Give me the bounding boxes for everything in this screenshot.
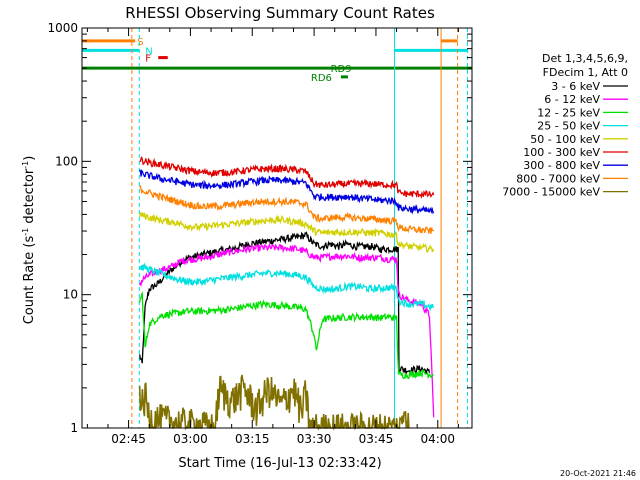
y-label-part2: detector	[22, 168, 37, 228]
legend-header-line2: FDecim 1, Att 0	[543, 66, 628, 79]
x-tick-label: 04:00	[420, 432, 455, 446]
legend-entry-label: 100 - 300 keV	[523, 146, 600, 159]
state-bar-label: S	[137, 37, 143, 48]
vertical-markers	[131, 28, 468, 428]
series-line	[139, 242, 435, 418]
legend-header-line1: Det 1,3,4,5,6,9,	[542, 52, 628, 65]
state-bar-label: RD6	[311, 73, 332, 84]
series-line	[138, 374, 410, 431]
series-line	[139, 212, 435, 253]
legend: Det 1,3,4,5,6,9, FDecim 1, Att 0 3 - 6 k…	[502, 52, 628, 199]
y-tick-label: 1	[70, 421, 78, 435]
y-axis-label: Count Rate (s-1 detector-1)	[21, 156, 37, 325]
series-line	[139, 184, 435, 235]
x-tick-label: 03:15	[235, 432, 270, 446]
axes: 02:45 03:00 03:15 03:30 03:45 04:00 1 10 100 1000	[47, 21, 473, 446]
series-line	[139, 156, 435, 200]
series-line	[139, 291, 434, 380]
legend-entry-label: 50 - 100 keV	[530, 133, 600, 146]
x-tick-label: 03:30	[297, 432, 332, 446]
legend-entry-label: 12 - 25 keV	[537, 106, 600, 119]
legend-entry-label: 3 - 6 keV	[551, 80, 600, 93]
plot-frame	[81, 27, 473, 429]
state-bar-label: N	[145, 46, 152, 57]
legend-entry-label: 7000 - 15000 keV	[502, 186, 600, 199]
legend-entry-label: 800 - 7000 keV	[516, 172, 600, 185]
x-tick-label: 03:45	[359, 432, 394, 446]
y-label-sup1: -1	[21, 228, 30, 236]
series-group	[138, 156, 435, 431]
y-label-part1: Count Rate (s	[22, 236, 37, 325]
legend-entry-label: 300 - 800 keV	[523, 159, 600, 172]
series-line	[139, 169, 435, 215]
x-axis-label: Start Time (16-Jul-13 02:33:42)	[178, 456, 381, 471]
chart-title: RHESSI Observing Summary Count Rates	[125, 4, 435, 22]
y-label-part3: )	[22, 156, 37, 161]
legend-entry-label: 6 - 12 keV	[544, 93, 600, 106]
y-tick-label: 1000	[47, 21, 78, 35]
y-tick-label: 10	[63, 288, 78, 302]
series-line	[139, 262, 435, 312]
y-label-sup2: -1	[21, 161, 30, 169]
y-tick-label: 100	[55, 154, 78, 168]
state-bar-label: F	[145, 54, 151, 65]
series-line	[139, 231, 431, 376]
state-bar-label: RD9	[331, 64, 352, 75]
timestamp: 20-Oct-2021 21:46	[560, 469, 636, 478]
x-tick-label: 03:00	[173, 432, 208, 446]
x-tick-label: 02:45	[111, 432, 146, 446]
legend-entry-label: 25 - 50 keV	[537, 120, 600, 133]
